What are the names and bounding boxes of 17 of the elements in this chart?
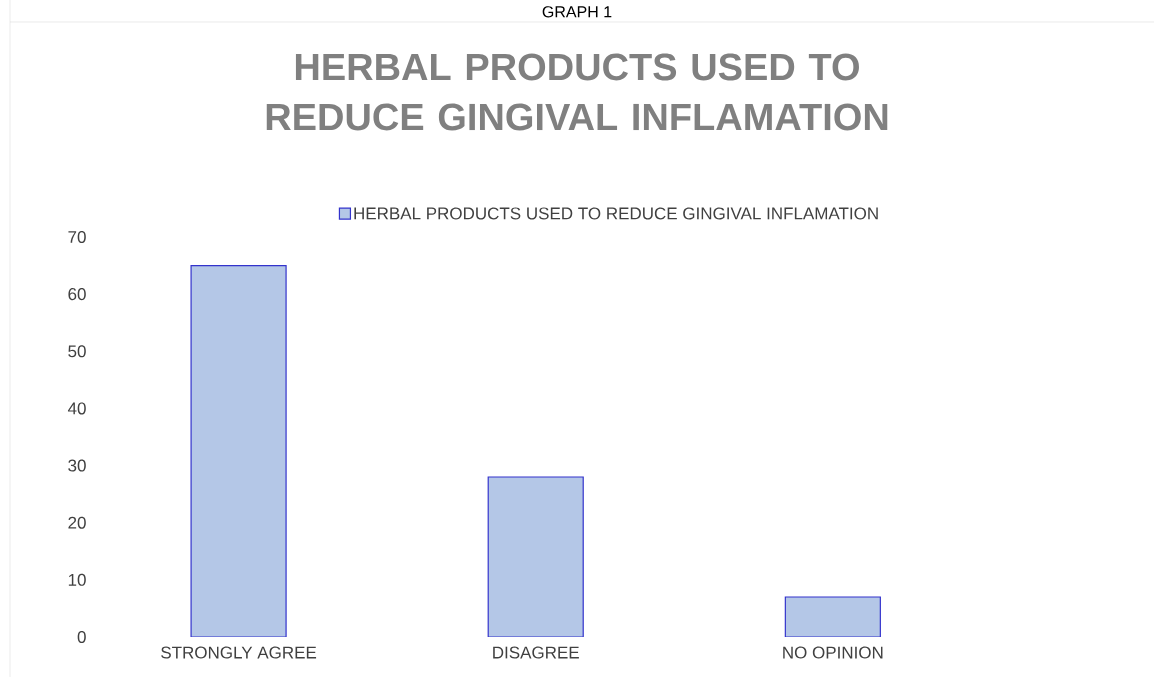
y-tick-label: 30 <box>68 459 86 472</box>
y-tick-label: 50 <box>68 345 86 358</box>
x-tick-label: NO OPINION <box>783 646 883 659</box>
x-tick-label: DISAGREE <box>493 646 579 659</box>
chart-title: HERBAL PRODUCTS USED TO REDUCE GINGIVAL INFLAMATION <box>266 53 888 131</box>
caption: GRAPH 1 <box>542 6 612 18</box>
y-tick-label: 60 <box>68 288 86 301</box>
y-tick-label: 40 <box>67 402 86 415</box>
y-tick-label: 10 <box>68 573 86 586</box>
y-tick-label: 0 <box>77 630 86 644</box>
y-tick-label: 70 <box>68 230 86 244</box>
x-tick-label: STRONGLY AGREE <box>161 646 317 659</box>
y-tick-label: 20 <box>68 516 86 529</box>
bar <box>784 596 881 637</box>
bar <box>487 476 584 637</box>
legend-label: HERBAL PRODUCTS USED TO REDUCE GINGIVAL INFLAMATION <box>354 207 878 220</box>
bar <box>190 264 287 637</box>
